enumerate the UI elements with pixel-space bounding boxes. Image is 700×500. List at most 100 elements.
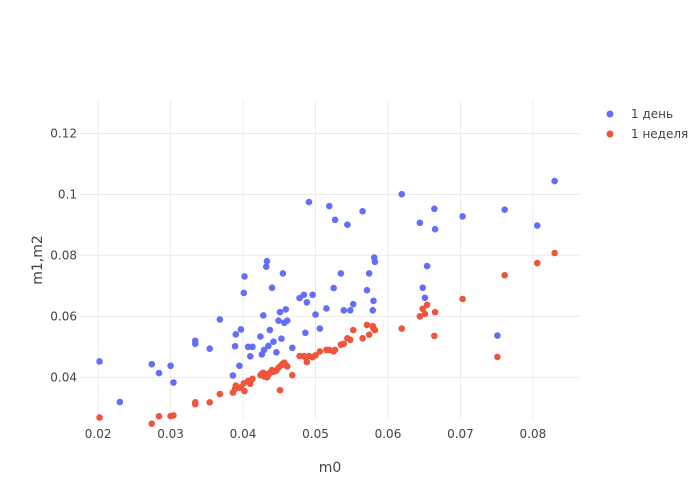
- data-point[interactable]: [431, 225, 439, 233]
- data-point[interactable]: [459, 295, 466, 303]
- data-point[interactable]: [331, 346, 339, 354]
- data-point[interactable]: [419, 305, 427, 313]
- data-point[interactable]: [305, 198, 313, 206]
- data-point[interactable]: [551, 177, 558, 185]
- data-point[interactable]: [423, 301, 431, 309]
- data-point[interactable]: [236, 362, 243, 370]
- data-point[interactable]: [155, 369, 163, 377]
- data-point[interactable]: [431, 332, 438, 340]
- data-point[interactable]: [260, 312, 267, 319]
- data-point[interactable]: [283, 363, 291, 370]
- data-point[interactable]: [416, 219, 424, 227]
- data-point[interactable]: [257, 333, 264, 340]
- data-point[interactable]: [316, 348, 324, 355]
- data-point[interactable]: [370, 297, 377, 305]
- data-point[interactable]: [340, 306, 348, 314]
- data-point[interactable]: [237, 326, 245, 333]
- data-point[interactable]: [148, 420, 156, 427]
- data-point[interactable]: [191, 340, 199, 348]
- data-point[interactable]: [273, 349, 280, 356]
- data-point[interactable]: [276, 386, 284, 394]
- data-point[interactable]: [365, 331, 373, 338]
- data-point[interactable]: [398, 325, 406, 332]
- data-points[interactable]: [96, 177, 558, 427]
- data-point[interactable]: [240, 289, 248, 297]
- data-point[interactable]: [533, 259, 541, 267]
- data-point[interactable]: [416, 313, 424, 320]
- data-point[interactable]: [303, 358, 311, 366]
- data-point[interactable]: [270, 338, 277, 345]
- data-point[interactable]: [303, 299, 311, 306]
- data-point[interactable]: [276, 308, 284, 316]
- data-point[interactable]: [363, 321, 371, 329]
- data-point[interactable]: [279, 270, 287, 277]
- data-point[interactable]: [419, 284, 427, 292]
- legend-label[interactable]: 1 день: [631, 107, 673, 121]
- data-point[interactable]: [340, 340, 348, 348]
- data-point[interactable]: [371, 258, 379, 266]
- data-point[interactable]: [494, 353, 501, 361]
- data-point[interactable]: [167, 362, 174, 370]
- data-point[interactable]: [266, 326, 274, 334]
- data-point[interactable]: [232, 331, 240, 338]
- data-point[interactable]: [363, 286, 371, 294]
- data-point[interactable]: [148, 360, 156, 368]
- data-point[interactable]: [216, 316, 224, 323]
- data-point[interactable]: [533, 222, 541, 229]
- data-point[interactable]: [206, 399, 214, 406]
- data-point[interactable]: [369, 306, 377, 314]
- data-point[interactable]: [116, 398, 124, 406]
- data-point[interactable]: [96, 414, 103, 421]
- data-point[interactable]: [312, 352, 319, 359]
- data-point[interactable]: [551, 249, 558, 257]
- data-point[interactable]: [501, 271, 508, 279]
- data-point[interactable]: [359, 207, 366, 215]
- data-point[interactable]: [431, 308, 439, 316]
- legend-marker[interactable]: [606, 130, 614, 138]
- data-point[interactable]: [283, 317, 291, 324]
- data-point[interactable]: [278, 335, 285, 342]
- data-point[interactable]: [275, 317, 282, 324]
- data-point[interactable]: [265, 342, 272, 350]
- data-point[interactable]: [325, 202, 333, 210]
- data-point[interactable]: [206, 345, 214, 352]
- legend-marker[interactable]: [606, 110, 614, 118]
- data-point[interactable]: [96, 358, 103, 365]
- data-point[interactable]: [231, 342, 239, 350]
- data-point[interactable]: [312, 311, 319, 318]
- data-point[interactable]: [423, 262, 431, 270]
- data-point[interactable]: [309, 291, 316, 299]
- data-point[interactable]: [241, 273, 248, 280]
- legend-label[interactable]: 1 неделя: [631, 127, 688, 141]
- data-point[interactable]: [289, 371, 296, 379]
- data-point[interactable]: [260, 346, 268, 354]
- data-point[interactable]: [494, 332, 501, 339]
- data-point[interactable]: [349, 326, 357, 334]
- data-point[interactable]: [289, 344, 296, 352]
- data-point[interactable]: [268, 284, 276, 292]
- data-point[interactable]: [241, 387, 248, 395]
- data-point[interactable]: [371, 326, 379, 334]
- data-point[interactable]: [282, 306, 290, 313]
- data-point[interactable]: [459, 213, 466, 220]
- data-point[interactable]: [170, 412, 177, 419]
- data-point[interactable]: [170, 379, 177, 386]
- data-point[interactable]: [330, 284, 337, 292]
- legend[interactable]: 1 день 1 неделя: [606, 107, 689, 141]
- data-point[interactable]: [337, 270, 345, 277]
- data-point[interactable]: [359, 335, 366, 342]
- data-point[interactable]: [431, 205, 438, 213]
- data-point[interactable]: [249, 375, 256, 383]
- data-point[interactable]: [155, 413, 163, 420]
- data-point[interactable]: [323, 305, 330, 312]
- data-point[interactable]: [300, 291, 308, 299]
- data-point[interactable]: [316, 325, 324, 332]
- data-point[interactable]: [421, 294, 429, 302]
- data-point[interactable]: [398, 190, 406, 198]
- data-point[interactable]: [331, 216, 339, 224]
- data-point[interactable]: [191, 399, 199, 406]
- data-point[interactable]: [262, 263, 270, 271]
- data-point[interactable]: [216, 390, 224, 398]
- data-point[interactable]: [263, 257, 271, 265]
- data-point[interactable]: [346, 336, 354, 344]
